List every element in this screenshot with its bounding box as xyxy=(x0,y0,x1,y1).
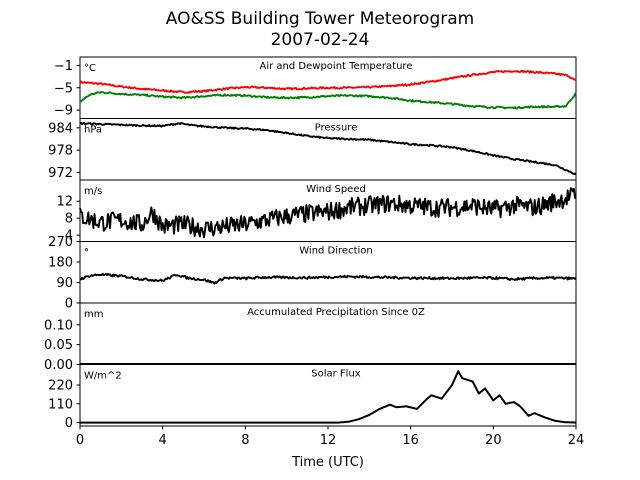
x-tick-label: 16 xyxy=(402,433,419,448)
panel-2: m/s Wind Speed 12 8 4 xyxy=(56,179,577,244)
x-tick-label: 24 xyxy=(568,433,585,448)
y-tick-label: 220 xyxy=(48,379,73,394)
x-tick-label: 20 xyxy=(485,433,502,448)
y-tick-label: 0.05 xyxy=(44,338,73,353)
panel-5: W/m^2 Solar Flux 220 110 0 xyxy=(48,364,577,431)
y-tick-label: −5 xyxy=(54,81,73,96)
panel-title: Pressure xyxy=(315,123,358,134)
y-tick-label: 180 xyxy=(48,256,73,271)
x-axis: 0 4 8 12 16 20 24 xyxy=(76,426,584,448)
panel-title: Solar Flux xyxy=(311,369,361,380)
series-line-0-1 xyxy=(79,91,577,110)
y-tick-label: −9 xyxy=(54,104,73,119)
panel-title: Wind Direction xyxy=(299,246,373,257)
panels-group: °C Air and Dewpoint Temperature −1 −5 −9 hPa P… xyxy=(44,56,577,431)
y-tick-label: 0 xyxy=(65,416,73,431)
y-tick-label: 110 xyxy=(48,397,73,412)
panel-title: Wind Speed xyxy=(306,184,366,195)
y-tick-label: 972 xyxy=(48,166,73,181)
panel-4: mm Accumulated Precipitation Since 0Z 0.10… xyxy=(44,302,577,373)
series-line-5-0 xyxy=(80,370,577,424)
x-tick-label: 0 xyxy=(76,433,84,448)
x-tick-label: 4 xyxy=(159,433,167,448)
series-line-0-0 xyxy=(79,69,577,94)
panel-unit-label: hPa xyxy=(84,125,102,136)
y-tick-label: −1 xyxy=(54,59,73,74)
y-tick-label: 0.00 xyxy=(44,358,73,373)
panel-unit-label: mm xyxy=(84,309,103,320)
y-tick-label: 270 xyxy=(48,235,73,250)
y-tick-label: 90 xyxy=(56,276,73,291)
panel-3: ° Wind Direction 270 180 90 0 xyxy=(48,235,577,312)
panel-unit-label: W/m^2 xyxy=(84,371,122,382)
chart-subtitle: 2007-02-24 xyxy=(271,30,370,50)
y-tick-label: 978 xyxy=(48,144,73,159)
series-line-2-0 xyxy=(79,187,577,239)
panel-1: hPa Pressure 984 978 972 xyxy=(48,118,577,181)
panel-unit-label: °C xyxy=(84,63,96,74)
panel-0: °C Air and Dewpoint Temperature −1 −5 −9 xyxy=(54,56,577,119)
x-tick-label: 8 xyxy=(241,433,249,448)
y-tick-label: 984 xyxy=(48,121,73,136)
x-axis-label: Time (UTC) xyxy=(291,455,364,470)
y-tick-label: 12 xyxy=(56,195,73,210)
series-line-3-0 xyxy=(79,272,577,285)
y-tick-label: 8 xyxy=(65,212,73,227)
y-tick-label: 0.10 xyxy=(44,318,73,333)
panel-unit-label: m/s xyxy=(84,186,102,197)
y-tick-label: 0 xyxy=(65,297,73,312)
series-line-1-0 xyxy=(79,121,577,176)
panel-title: Air and Dewpoint Temperature xyxy=(260,61,413,72)
panel-title: Accumulated Precipitation Since 0Z xyxy=(247,307,425,318)
x-tick-label: 12 xyxy=(320,433,337,448)
y-tick-label: 4 xyxy=(65,229,73,244)
panel-unit-label: ° xyxy=(84,248,89,259)
chart-title: AO&SS Building Tower Meteorogram xyxy=(166,9,474,29)
